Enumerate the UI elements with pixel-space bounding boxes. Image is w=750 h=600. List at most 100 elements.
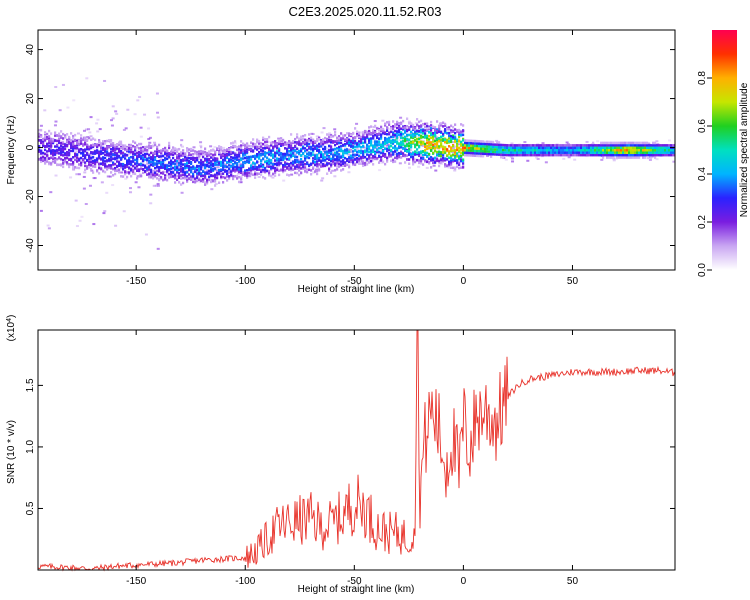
heatmap-cell <box>340 145 343 148</box>
heatmap-cell <box>456 148 459 152</box>
heatmap-cell <box>90 167 93 171</box>
heatmap-cell <box>103 79 107 82</box>
heatmap-cell <box>72 140 75 143</box>
heatmap-cell <box>484 150 487 153</box>
heatmap-cell <box>233 142 237 145</box>
heatmap-cell <box>152 174 155 177</box>
heatmap-cell <box>414 150 417 153</box>
heatmap-cell <box>438 136 441 140</box>
heatmap-cell <box>304 162 307 166</box>
heatmap-cell <box>150 163 153 167</box>
heatmap-cell <box>364 149 367 153</box>
heatmap-cell <box>400 141 403 145</box>
heatmap-cell <box>544 151 547 154</box>
heatmap-cell <box>580 146 583 150</box>
heatmap-cell <box>112 142 115 145</box>
heatmap-cell <box>664 146 667 150</box>
snr-line <box>37 329 676 572</box>
heatmap-cell <box>278 139 281 143</box>
heatmap-cell <box>304 156 307 160</box>
heatmap-cell <box>392 140 395 144</box>
heatmap-cell <box>186 166 189 169</box>
heatmap-cell <box>358 143 361 146</box>
heatmap-cell <box>48 139 51 143</box>
heatmap-cell <box>46 160 49 163</box>
heatmap-cell <box>254 154 257 158</box>
heatmap-cell <box>346 158 349 161</box>
heatmap-cell <box>370 141 373 145</box>
heatmap-cell <box>426 137 429 141</box>
heatmap-cell <box>518 146 521 150</box>
heatmap-cell <box>148 168 151 171</box>
heatmap-cell <box>384 122 387 126</box>
heatmap-cell <box>70 132 73 135</box>
heatmap-cell <box>582 151 585 154</box>
heatmap-cell <box>346 149 349 152</box>
heatmap-cell <box>476 154 479 158</box>
heatmap-cell <box>522 146 525 150</box>
heatmap-cell <box>434 128 437 132</box>
heatmap-cell <box>570 149 573 152</box>
heatmap-cell <box>634 146 637 150</box>
heatmap-cell <box>418 133 421 137</box>
heatmap-cell <box>372 148 375 151</box>
heatmap-cell <box>98 156 101 160</box>
heatmap-cell <box>130 160 133 163</box>
heatmap-cell <box>448 126 451 129</box>
heatmap-cell <box>316 147 319 150</box>
heatmap-cell <box>328 138 331 142</box>
heatmap-cell <box>576 149 579 152</box>
heatmap-cell <box>234 165 237 169</box>
heatmap-cell <box>370 149 373 152</box>
heatmap-cell <box>200 149 203 153</box>
heatmap-cell <box>40 160 43 163</box>
heatmap-cell <box>662 153 665 157</box>
heatmap-cell <box>586 146 589 150</box>
heatmap-cell <box>398 142 401 145</box>
heatmap-cell <box>190 147 193 151</box>
heatmap-cell <box>330 159 333 163</box>
heatmap-cell <box>156 162 159 166</box>
heatmap-cell <box>246 176 249 179</box>
heatmap-cell <box>334 154 337 157</box>
heatmap-cell <box>300 149 303 153</box>
heatmap-cell <box>366 130 369 134</box>
heatmap-cell <box>502 151 505 154</box>
heatmap-cell <box>348 140 351 144</box>
heatmap-cell <box>324 156 327 159</box>
heatmap-cell <box>404 126 407 129</box>
heatmap-cell <box>444 128 447 131</box>
heatmap-cell <box>239 181 243 184</box>
heatmap-cell <box>638 149 641 152</box>
heatmap-cell <box>298 140 301 144</box>
heatmap-cell <box>576 153 579 157</box>
heatmap-cell <box>146 173 149 176</box>
heatmap-cell <box>78 158 81 161</box>
heatmap-cell <box>434 161 437 164</box>
heatmap-cell <box>44 156 47 160</box>
heatmap-cell <box>146 157 149 161</box>
heatmap-cell <box>392 127 395 131</box>
heatmap-cell <box>630 151 633 154</box>
heatmap-cell <box>628 149 631 152</box>
heatmap-cell <box>648 158 652 161</box>
heatmap-cell <box>532 149 535 152</box>
heatmap-cell <box>412 157 415 161</box>
spectrogram-y-tick-label: -40 <box>25 238 36 253</box>
heatmap-cell <box>354 163 357 167</box>
heatmap-cell <box>165 174 169 177</box>
heatmap-cell <box>214 153 217 156</box>
heatmap-cell <box>598 149 601 152</box>
heatmap-cell <box>276 168 279 172</box>
heatmap-cell <box>256 166 259 169</box>
heatmap-cell <box>410 124 413 127</box>
heatmap-cell <box>316 169 319 173</box>
heatmap-cell <box>422 129 425 133</box>
heatmap-cell <box>582 146 585 150</box>
heatmap-cell <box>266 140 269 144</box>
heatmap-cell <box>318 156 321 160</box>
heatmap-cell <box>354 145 357 149</box>
heatmap-cell <box>168 146 171 150</box>
heatmap-cell <box>96 130 100 133</box>
heatmap-cell <box>286 158 289 161</box>
